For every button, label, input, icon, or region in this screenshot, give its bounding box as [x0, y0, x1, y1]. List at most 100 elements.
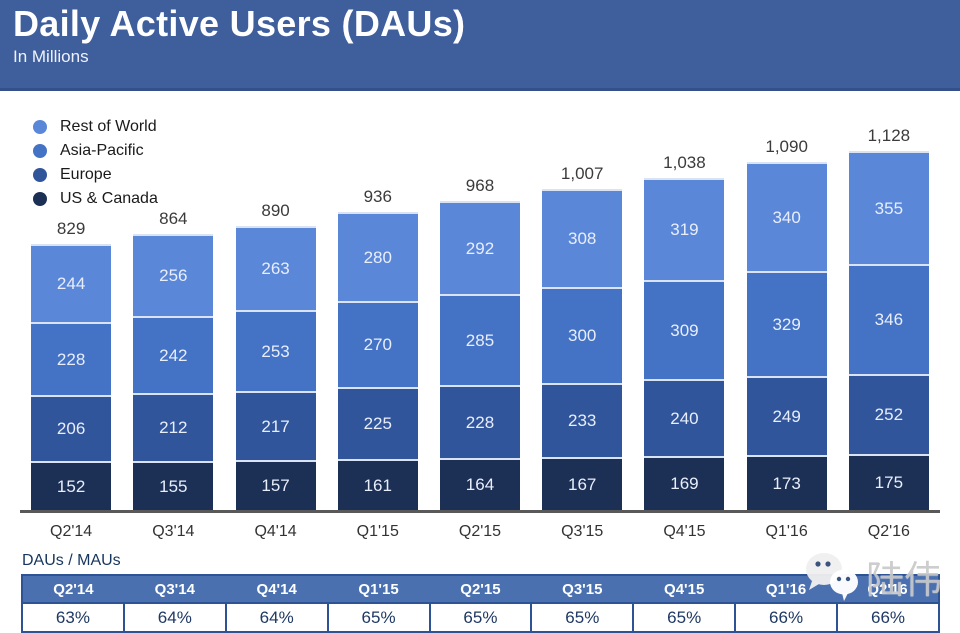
page-header: Daily Active Users (DAUs) In Millions: [0, 0, 960, 91]
bar-segment-rest-of-world: 292: [439, 201, 520, 294]
page-title: Daily Active Users (DAUs): [13, 3, 466, 44]
bar-total-label: 936: [363, 187, 392, 206]
x-axis-label: Q3'15: [561, 523, 604, 540]
table-value-cell: 64%: [122, 602, 227, 633]
bar-segment-asia-pacific: 309: [644, 280, 725, 379]
table-value-cell: 65%: [428, 602, 533, 633]
table-header-cell: Q1'15: [327, 575, 430, 603]
bar-total-label: 1,128: [867, 126, 911, 145]
chart-plot-area: 829 244 228 206 152 Q2'14 864 256 242 212 155 Q3'14…: [20, 126, 940, 540]
page-subtitle: In Millions: [13, 47, 89, 66]
table-value-cell: 63%: [21, 602, 125, 633]
bar-segment-europe: 217: [235, 391, 316, 460]
bar-segment-rest-of-world: 256: [133, 234, 214, 316]
bar-segment-us-canada: 155: [133, 461, 214, 510]
bar-segment-rest-of-world: 280: [337, 212, 418, 301]
table-header-cell: Q4'14: [225, 575, 328, 603]
bar-group-q3-15: 1,007 308 300 233 167 Q3'15: [542, 164, 623, 540]
dau-mau-table: Q2'14 Q3'14 Q4'14 Q1'15 Q2'15 Q3'15 Q4'15 Q1'16…: [21, 574, 940, 633]
table-header-cell: Q3'15: [531, 575, 634, 603]
legend-label: US & Canada: [60, 190, 158, 207]
bar-segment-asia-pacific: 253: [235, 310, 316, 391]
bar-segment-us-canada: 164: [439, 458, 520, 510]
x-axis-label: Q3'14: [152, 523, 195, 540]
legend-item-asia-pacific: Asia-Pacific: [33, 139, 158, 163]
bar-group-q3-14: 864 256 242 212 155 Q3'14: [133, 209, 214, 540]
legend-swatch: [33, 144, 47, 158]
bar-segment-rest-of-world: 308: [542, 189, 623, 287]
bar-segment-us-canada: 157: [235, 460, 316, 510]
bar-segment-us-canada: 167: [542, 457, 623, 510]
table-header-cell: Q2'15: [429, 575, 532, 603]
bar-segment-asia-pacific: 300: [542, 287, 623, 383]
legend-swatch: [33, 192, 47, 206]
bar-segment-rest-of-world: 319: [644, 178, 725, 280]
legend-label: Asia-Pacific: [60, 142, 144, 159]
bar-total-label: 968: [465, 176, 495, 195]
legend-item-rest-of-world: Rest of World: [33, 115, 158, 139]
table-header-row: Q2'14 Q3'14 Q4'14 Q1'15 Q2'15 Q3'15 Q4'15 Q1'16…: [22, 575, 939, 603]
table-header-cell: Q1'16: [735, 575, 837, 603]
bar-segment-asia-pacific: 285: [439, 294, 520, 385]
table-value-cell: 66%: [836, 602, 940, 633]
table-value-cell: 66%: [734, 602, 838, 633]
bar-segment-asia-pacific: 346: [848, 264, 929, 374]
x-axis-label: Q1'15: [356, 523, 399, 540]
table-header-cell: Q2'14: [22, 575, 124, 603]
bar-group-q4-15: 1,038 319 309 240 169 Q4'15: [644, 153, 725, 540]
bar-segment-europe: 249: [746, 376, 827, 455]
table-value-cell: 65%: [326, 602, 431, 633]
bar-segment-rest-of-world: 244: [31, 244, 112, 322]
bar-segment-rest-of-world: 340: [746, 162, 827, 271]
legend-swatch: [33, 168, 47, 182]
legend-label: Europe: [60, 166, 112, 183]
table-value-cell: 65%: [632, 602, 737, 633]
x-axis-label: Q2'16: [867, 523, 910, 540]
bar-segment-europe: 206: [31, 395, 112, 461]
bar-segment-asia-pacific: 228: [31, 322, 112, 395]
legend-item-us-canada: US & Canada: [33, 187, 158, 211]
bar-segment-europe: 240: [644, 379, 725, 456]
bar-total-label: 1,090: [765, 137, 808, 156]
table-header-cell: Q2'16: [837, 575, 939, 603]
bar-group-q2-14: 829 244 228 206 152 Q2'14: [31, 219, 112, 540]
bar-segment-asia-pacific: 270: [337, 301, 418, 387]
bar-total-label: 829: [56, 219, 86, 238]
bar-segment-us-canada: 173: [746, 455, 827, 510]
bar-segment-europe: 212: [133, 393, 214, 461]
bar-group-q4-14: 890 263 253 217 157 Q4'14: [235, 201, 316, 540]
bar-total-label: 890: [261, 201, 290, 220]
bar-total-label: 1,038: [663, 153, 706, 172]
x-axis-label: Q4'14: [254, 523, 297, 540]
bar-group-q1-16: 1,090 340 329 249 173 Q1'16: [746, 137, 827, 540]
x-axis-label: Q4'15: [663, 523, 706, 540]
bar-total-label: 864: [159, 209, 188, 228]
x-axis-label: Q2'15: [458, 523, 502, 540]
table-value-cell: 64%: [224, 602, 329, 633]
table-value-row: 63% 64% 64% 65% 65% 65% 65% 66% 66%: [21, 602, 940, 633]
table-label: DAUs / MAUs: [22, 552, 121, 569]
x-axis-label: Q1'16: [765, 523, 808, 540]
legend-item-europe: Europe: [33, 163, 158, 187]
bar-segment-europe: 225: [337, 387, 418, 459]
legend-label: Rest of World: [60, 118, 157, 135]
table-value-cell: 65%: [530, 602, 635, 633]
dau-stacked-bar-chart: Rest of World Asia-Pacific Europe US & Cana…: [0, 91, 960, 549]
table-header-cell: Q4'15: [633, 575, 736, 603]
bar-segment-rest-of-world: 263: [235, 226, 316, 310]
bar-segment-rest-of-world: 355: [848, 151, 929, 264]
legend-swatch: [33, 120, 47, 134]
bar-segment-us-canada: 152: [31, 461, 112, 510]
bar-group-q2-15: 968 292 285 228 164 Q2'15: [439, 176, 520, 540]
bar-segment-us-canada: 169: [644, 456, 725, 510]
bar-segment-europe: 233: [542, 383, 623, 457]
bar-segment-us-canada: 161: [337, 459, 418, 510]
bar-group-q2-16: 1,128 355 346 252 175 Q2'16: [848, 126, 929, 540]
x-axis-label: Q2'14: [50, 523, 93, 540]
bar-segment-us-canada: 175: [848, 454, 929, 510]
table-header-cell: Q3'14: [123, 575, 226, 603]
bar-segment-europe: 228: [439, 385, 520, 458]
bar-total-label: 1,007: [560, 164, 604, 183]
bar-segment-europe: 252: [848, 374, 929, 454]
